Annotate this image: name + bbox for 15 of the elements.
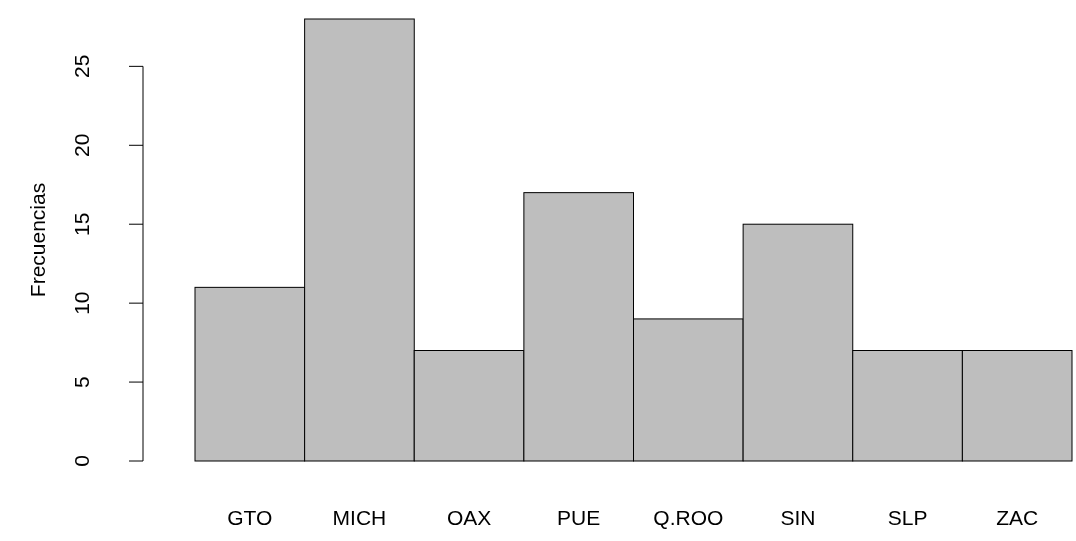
y-tick-label: 15	[69, 212, 93, 236]
x-tick-label: PUE	[557, 506, 601, 529]
x-tick-label: GTO	[227, 506, 273, 529]
y-tick-label: 5	[69, 376, 93, 388]
x-tick-label: Q.ROO	[653, 506, 724, 529]
x-tick-label: SIN	[780, 506, 816, 529]
x-tick-label: SLP	[887, 506, 928, 529]
y-tick-label: 25	[69, 54, 93, 79]
x-tick-label: MICH	[332, 506, 387, 529]
y-tick-label: 10	[69, 291, 93, 315]
x-tick-label: ZAC	[996, 506, 1039, 529]
x-tick-label: OAX	[446, 506, 492, 529]
y-tick-label: 20	[69, 133, 93, 157]
y-axis-title: Frecuencias	[26, 182, 49, 298]
y-tick-label: 0	[69, 455, 93, 467]
